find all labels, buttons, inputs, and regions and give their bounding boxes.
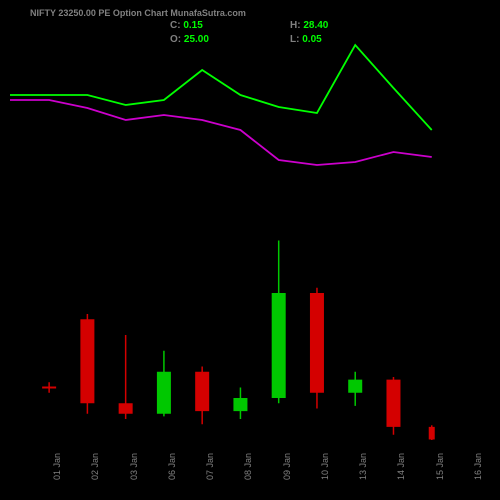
line-series [10, 45, 432, 130]
candle-body [348, 380, 362, 393]
candle-body [42, 387, 56, 389]
candle-body [386, 380, 400, 427]
x-axis-label: 02 Jan [90, 453, 100, 480]
x-axis-label: 16 Jan [473, 453, 483, 480]
line-series [10, 100, 432, 165]
candle-body [272, 293, 286, 398]
x-axis-label: 08 Jan [243, 453, 253, 480]
candle-body [80, 319, 94, 403]
chart-svg [0, 0, 500, 500]
x-axis-label: 01 Jan [52, 453, 62, 480]
candle-body [195, 372, 209, 411]
x-axis-label: 15 Jan [435, 453, 445, 480]
x-axis-label: 06 Jan [167, 453, 177, 480]
x-axis-label: 13 Jan [358, 453, 368, 480]
candle-body [429, 427, 435, 440]
candle-body [119, 403, 133, 414]
chart-container: NIFTY 23250.00 PE Option Chart MunafaSut… [0, 0, 500, 500]
x-axis-label: 14 Jan [396, 453, 406, 480]
x-axis-labels: 01 Jan 02 Jan 03 Jan 06 Jan 07 Jan 08 Jan 09 J… [0, 440, 500, 500]
candle-body [310, 293, 324, 393]
x-axis-label: 09 Jan [282, 453, 292, 480]
candle-body [233, 398, 247, 411]
x-axis-label: 03 Jan [129, 453, 139, 480]
candle-body [157, 372, 171, 414]
x-axis-label: 10 Jan [320, 453, 330, 480]
x-axis-label: 07 Jan [205, 453, 215, 480]
